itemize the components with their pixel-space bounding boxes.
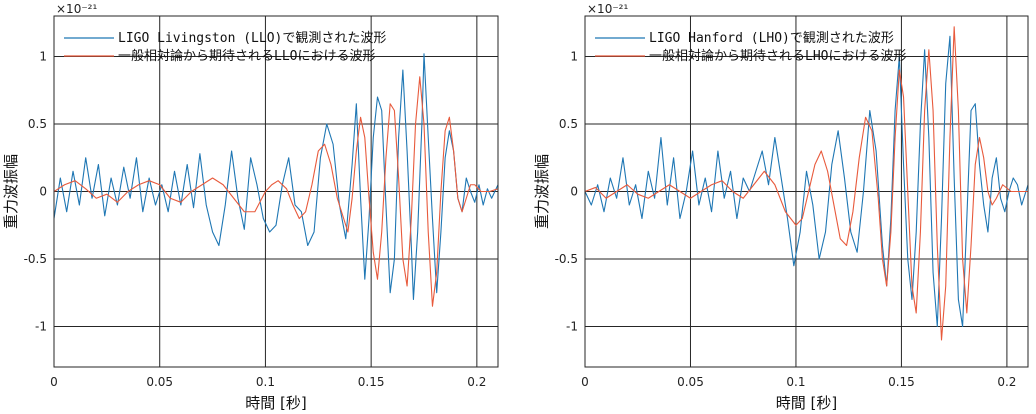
y-exponent-label: ×10⁻²¹ [587, 2, 628, 16]
axes-frame [584, 15, 1029, 368]
y-tick-label: -0.5 [555, 252, 578, 266]
y-axis-label: 重力波振幅 [533, 154, 551, 229]
x-tick-label: 0.05 [677, 375, 704, 389]
y-tick-label: 0.5 [28, 117, 47, 131]
series-line-predicted [585, 26, 1028, 341]
legend-entry: LIGO Livingston (LLO)で観測された波形 [118, 31, 386, 46]
x-tick-label: 0.05 [146, 375, 173, 389]
y-tick-label: 1 [570, 50, 578, 64]
y-exponent-label: ×10⁻²¹ [56, 2, 97, 16]
x-tick-label: 0 [50, 375, 58, 389]
series-line-observed [54, 53, 498, 301]
x-tick-label: 0.15 [888, 375, 915, 389]
x-axis-label: 時間 [秒] [245, 394, 306, 412]
y-tick-label: -1 [566, 320, 578, 334]
y-axis-label: 重力波振幅 [2, 154, 20, 229]
x-tick-label: 0.1 [256, 375, 275, 389]
x-tick-label: 0.2 [467, 375, 486, 389]
y-tick-label: -1 [35, 320, 47, 334]
x-axis-label: 時間 [秒] [776, 394, 837, 412]
chart-panel-1: 0 0.05 0.1 0.15 0.2 -1 -0.5 0 0.5 1 ×10⁻²¹ 時間 [秒] 重力… [2, 2, 499, 412]
series-line-observed [585, 35, 1028, 328]
y-tick-label: 0.5 [559, 117, 578, 131]
x-tick-label: 0 [581, 375, 589, 389]
x-tick-label: 0.1 [786, 375, 805, 389]
x-tick-label: 0.15 [358, 375, 385, 389]
y-tick-label: 0 [570, 185, 578, 199]
y-tick-label: 0 [39, 185, 47, 199]
axes-frame [53, 15, 499, 368]
y-tick-label: -0.5 [24, 252, 47, 266]
chart-panel-2: 0 0.05 0.1 0.15 0.2 -1 -0.5 0 0.5 1 ×10⁻²¹ 時間 [秒] 重力… [533, 2, 1029, 412]
legend-entry: 一般相対論から期待されるLLOにおける波形 [118, 48, 375, 64]
series-line-predicted [54, 76, 498, 307]
y-tick-label: 1 [39, 50, 47, 64]
legend-entry: LIGO Hanford (LHO)で観測された波形 [649, 31, 894, 46]
x-tick-label: 0.2 [997, 375, 1016, 389]
legend-entry: 一般相対論から期待されるLHOにおける波形 [649, 48, 906, 64]
